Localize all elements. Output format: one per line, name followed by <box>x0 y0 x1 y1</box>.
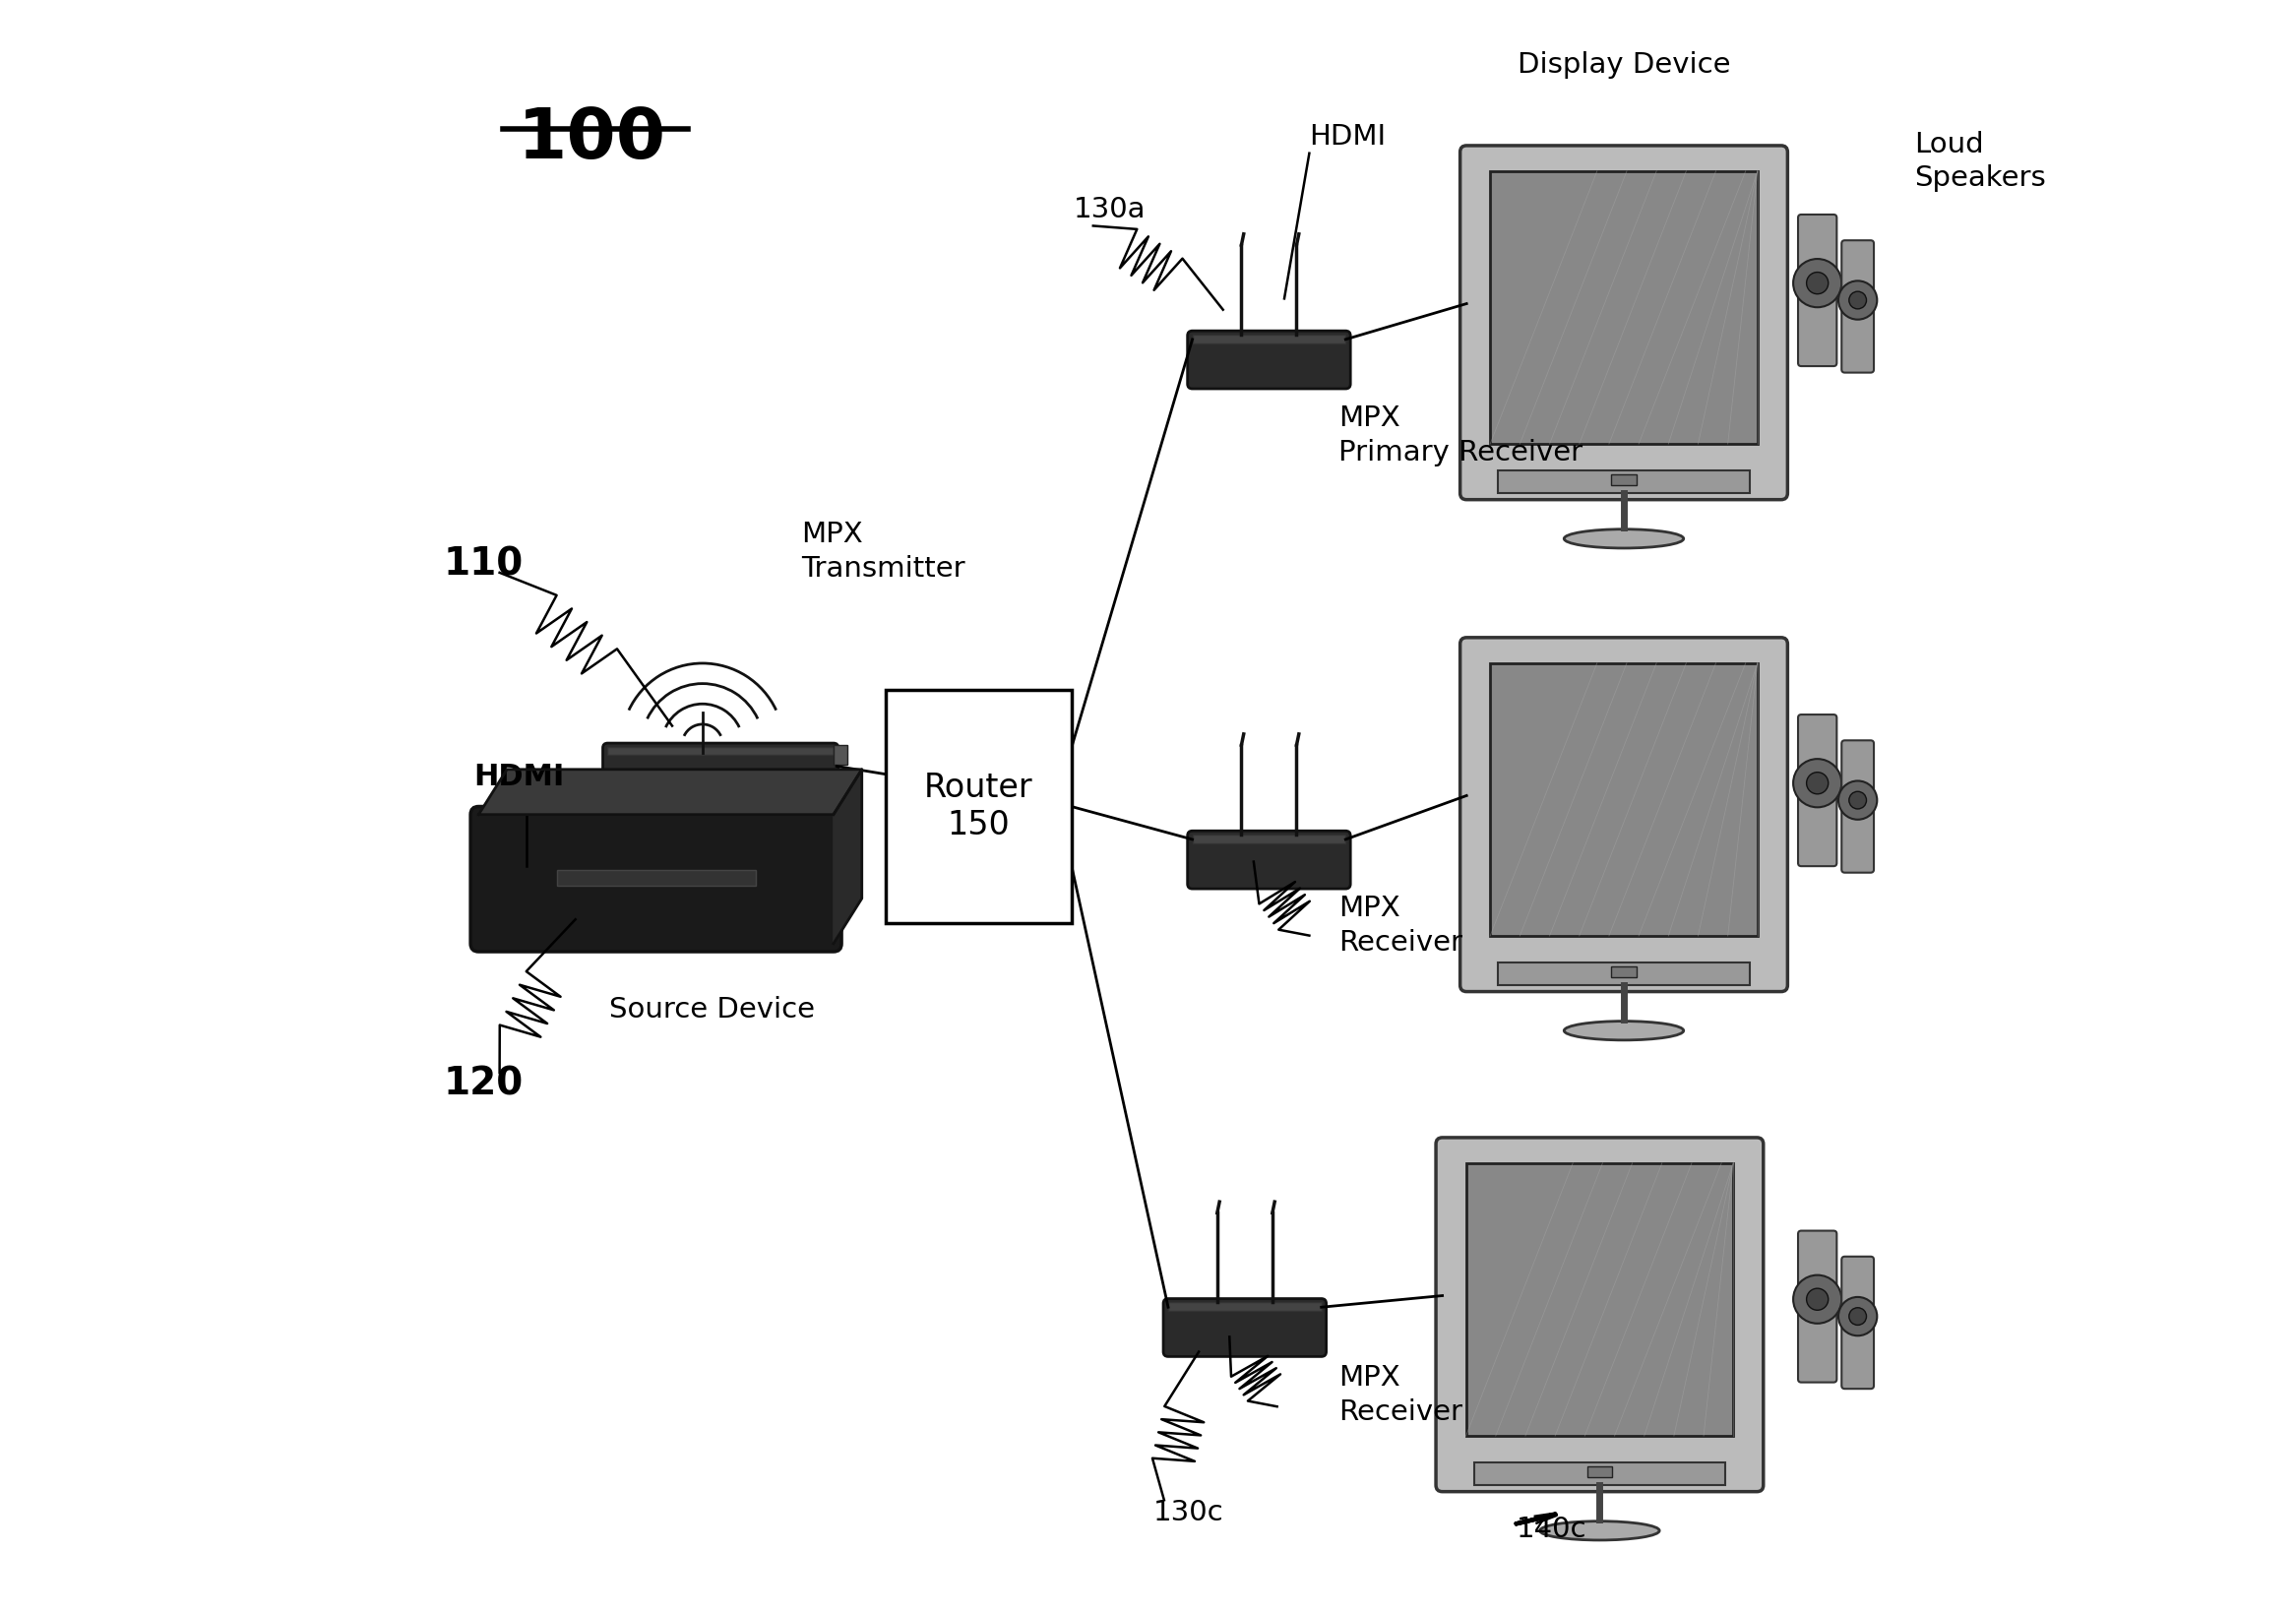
Text: Source Device: Source Device <box>611 995 815 1024</box>
Bar <box>1497 471 1750 494</box>
Circle shape <box>1793 760 1841 808</box>
Bar <box>1465 1163 1733 1436</box>
Circle shape <box>1839 781 1878 819</box>
FancyBboxPatch shape <box>1435 1137 1763 1492</box>
Circle shape <box>1848 792 1867 810</box>
Bar <box>1612 966 1637 977</box>
Text: 110: 110 <box>443 545 523 584</box>
FancyBboxPatch shape <box>604 744 838 797</box>
Text: MPX
Primary Receiver: MPX Primary Receiver <box>1339 405 1582 466</box>
Text: HDMI: HDMI <box>473 763 565 792</box>
Text: HDMI: HDMI <box>1309 123 1387 152</box>
Text: MPX
Transmitter: MPX Transmitter <box>801 521 964 582</box>
Text: 130a: 130a <box>1072 195 1146 224</box>
Bar <box>1474 1463 1727 1486</box>
FancyBboxPatch shape <box>1841 1257 1874 1389</box>
Text: MPX
Receiver: MPX Receiver <box>1339 895 1463 957</box>
FancyBboxPatch shape <box>1841 240 1874 373</box>
Circle shape <box>1848 1308 1867 1326</box>
Circle shape <box>1839 281 1878 319</box>
Circle shape <box>1839 1297 1878 1336</box>
Ellipse shape <box>1564 1021 1683 1040</box>
Bar <box>1497 963 1750 986</box>
Bar <box>1490 663 1756 936</box>
FancyBboxPatch shape <box>1841 740 1874 873</box>
Text: 140c: 140c <box>1515 1515 1587 1544</box>
Text: 120: 120 <box>443 1065 523 1103</box>
Bar <box>1587 1466 1612 1478</box>
FancyBboxPatch shape <box>1798 715 1837 866</box>
Bar <box>886 690 1072 923</box>
Text: Router
150: Router 150 <box>925 771 1033 842</box>
FancyBboxPatch shape <box>1187 831 1350 889</box>
Bar <box>608 747 833 755</box>
Text: MPX
Receiver: MPX Receiver <box>1339 1365 1463 1426</box>
FancyBboxPatch shape <box>471 806 843 952</box>
Circle shape <box>1793 260 1841 308</box>
Bar <box>1192 334 1345 344</box>
Polygon shape <box>478 769 861 815</box>
Circle shape <box>1793 1274 1841 1323</box>
Circle shape <box>1807 1289 1828 1310</box>
Bar <box>1490 171 1756 444</box>
FancyBboxPatch shape <box>1798 1231 1837 1382</box>
Bar <box>1169 1302 1322 1311</box>
Bar <box>1612 474 1637 486</box>
Text: 130c: 130c <box>1153 1498 1224 1528</box>
Ellipse shape <box>1564 529 1683 548</box>
Text: Display Device: Display Device <box>1518 50 1731 79</box>
FancyBboxPatch shape <box>1798 215 1837 366</box>
Bar <box>833 745 847 765</box>
FancyBboxPatch shape <box>1164 1298 1327 1357</box>
FancyBboxPatch shape <box>1460 145 1789 500</box>
Circle shape <box>1807 273 1828 294</box>
Polygon shape <box>833 769 861 944</box>
Circle shape <box>1807 773 1828 794</box>
FancyBboxPatch shape <box>1460 637 1789 992</box>
Bar <box>1192 834 1345 844</box>
Text: 100: 100 <box>517 105 666 173</box>
Bar <box>556 869 755 886</box>
FancyBboxPatch shape <box>1187 331 1350 389</box>
Ellipse shape <box>1541 1521 1660 1540</box>
Circle shape <box>1848 292 1867 308</box>
Text: Loud
Speakers: Loud Speakers <box>1915 131 2046 192</box>
